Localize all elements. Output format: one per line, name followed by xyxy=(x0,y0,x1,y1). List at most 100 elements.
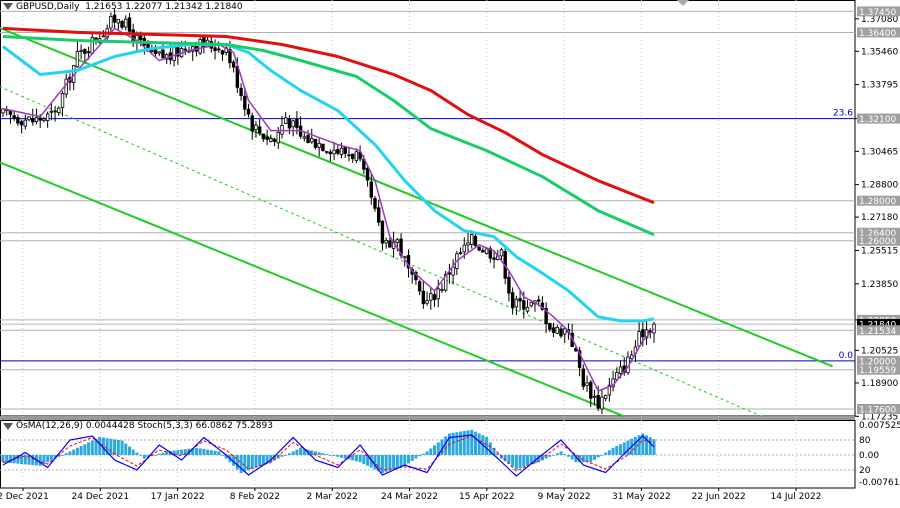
price-tick-label: 1.33795 xyxy=(861,81,898,91)
candle-body xyxy=(417,281,422,292)
osma-bar xyxy=(626,440,630,455)
osma-bar xyxy=(101,437,105,455)
candle-body xyxy=(470,234,474,245)
candle-body xyxy=(183,48,187,51)
osma-bar xyxy=(161,452,165,455)
osma-bar xyxy=(180,449,184,455)
candle-body xyxy=(332,149,336,155)
osma-bar xyxy=(120,440,124,455)
osma-bar xyxy=(68,451,72,455)
price-tick-label: 1.20525 xyxy=(861,346,898,356)
candle-body xyxy=(443,273,448,291)
candle-body xyxy=(328,151,333,155)
osma-bar xyxy=(622,442,626,455)
candle-body xyxy=(172,46,176,61)
osma-bar xyxy=(250,455,254,469)
price-tick-label: 1.25515 xyxy=(861,246,898,256)
level-price-label: 1.26000 xyxy=(859,237,896,247)
indicator-axis-label: 20 xyxy=(859,466,871,476)
candle-body xyxy=(250,115,254,132)
osma-bar xyxy=(652,439,656,455)
level-price-tag xyxy=(857,235,900,246)
osma-bar xyxy=(340,455,344,458)
osma-bar xyxy=(507,455,511,464)
osma-bar xyxy=(139,455,143,456)
candle-body xyxy=(618,366,623,374)
osma-bar xyxy=(358,455,362,463)
level-price-tag xyxy=(857,325,900,336)
osma-bar xyxy=(42,455,46,464)
osma-bar xyxy=(414,455,418,459)
level-price-label: 1.19559 xyxy=(859,366,896,376)
indicator-axis-label: 0.007525 xyxy=(859,421,900,431)
osma-bar xyxy=(592,455,596,460)
osma-bar xyxy=(488,442,492,455)
candle-body xyxy=(388,240,392,248)
osma-bar xyxy=(302,448,306,455)
candle-body xyxy=(231,61,236,68)
candle-body xyxy=(45,113,50,122)
channel-line xyxy=(0,26,833,368)
candle-body xyxy=(548,323,552,330)
osma-bar xyxy=(425,451,429,455)
price-tick-label: 1.37080 xyxy=(861,15,898,25)
candle-body xyxy=(16,116,20,124)
osma-bar xyxy=(462,431,466,455)
candle-body xyxy=(254,124,258,130)
level-price-tag xyxy=(857,27,900,38)
osma-bar xyxy=(596,455,600,458)
date-label: 17 Jan 2022 xyxy=(151,492,205,502)
osma-bar xyxy=(552,455,556,456)
osma-bar xyxy=(287,453,291,455)
osma-bar xyxy=(574,455,578,463)
level-price-tag xyxy=(857,364,900,375)
candle-body xyxy=(150,50,154,52)
candle-body xyxy=(23,119,28,127)
candle-body xyxy=(577,350,582,368)
candle-body xyxy=(57,107,61,113)
osma-bar xyxy=(433,445,437,455)
osma-bar xyxy=(444,436,448,455)
candle-body xyxy=(477,246,481,251)
osma-bar xyxy=(291,451,295,455)
osma-bar xyxy=(46,455,50,463)
candle-body xyxy=(302,136,307,139)
indicator-collapse-triangle-icon[interactable] xyxy=(3,423,13,430)
osma-bar xyxy=(295,449,299,455)
chart-shift-marker-icon[interactable] xyxy=(677,0,689,6)
osma-bar xyxy=(537,455,541,463)
level-price-label: 1.36400 xyxy=(859,29,896,39)
candle-body xyxy=(127,17,132,32)
candle-body xyxy=(551,327,556,333)
level-price-label: 1.32100 xyxy=(859,115,896,125)
osma-bar xyxy=(313,451,317,455)
fib-level-annotation: 23.6 xyxy=(833,109,853,119)
level-price-label: 1.20000 xyxy=(859,357,896,367)
osma-bar xyxy=(72,449,76,455)
osma-bar xyxy=(105,438,109,455)
osma-bar xyxy=(276,455,280,459)
indicator-axis-label: 80 xyxy=(859,436,871,446)
osma-bar xyxy=(440,439,444,455)
candle-body xyxy=(399,238,403,256)
osma-bar xyxy=(183,449,187,455)
osma-bar xyxy=(604,452,608,455)
candle-body xyxy=(220,50,225,55)
osma-bar xyxy=(75,447,79,455)
osma-bar xyxy=(98,437,102,455)
price-tick-label: 1.18900 xyxy=(861,379,898,389)
channel-line xyxy=(0,161,625,418)
osma-bar xyxy=(466,430,470,455)
candle-body xyxy=(347,154,351,157)
osma-bar xyxy=(503,455,507,462)
osma-bar xyxy=(436,442,440,455)
level-price-label: 1.17600 xyxy=(859,405,896,415)
osma-bar xyxy=(529,455,533,465)
osma-bar xyxy=(380,455,384,473)
candle-body xyxy=(60,92,65,108)
candle-body xyxy=(120,20,124,28)
candle-body xyxy=(603,395,608,400)
osma-bar xyxy=(392,455,396,470)
level-price-tag xyxy=(857,113,900,124)
